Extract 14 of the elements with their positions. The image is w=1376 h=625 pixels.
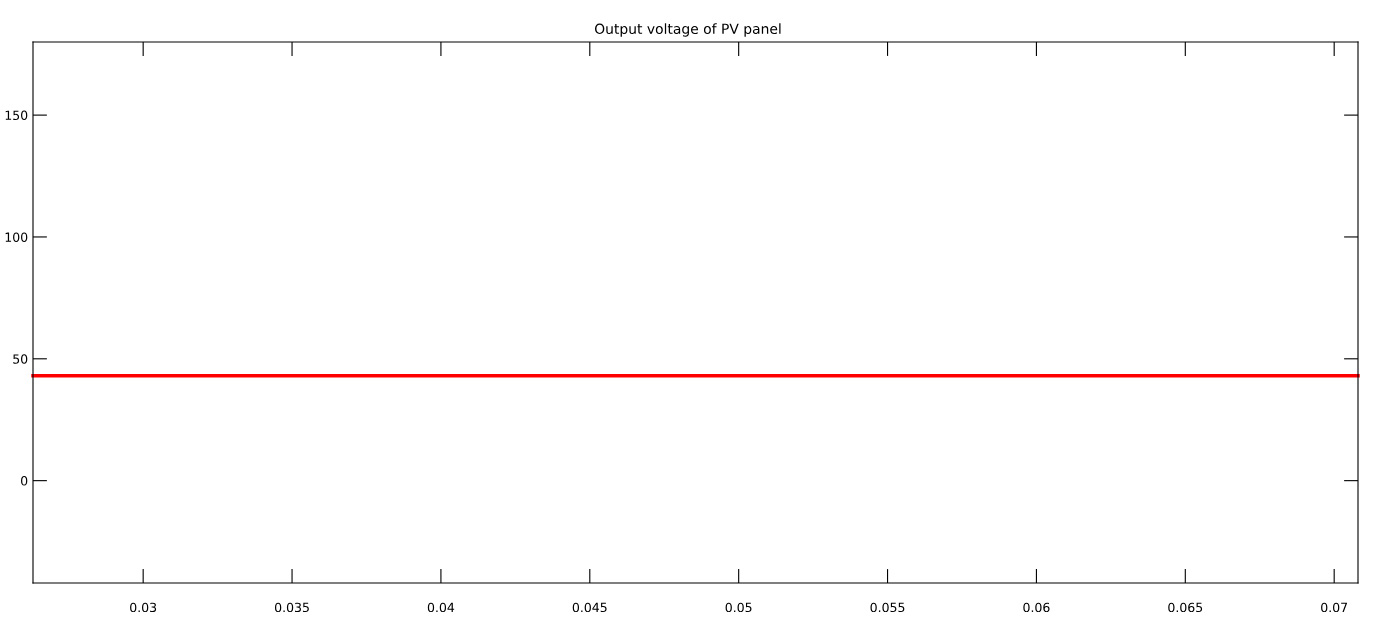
- y-tick-label: 0: [21, 476, 28, 486]
- x-tick-label: 0.045: [572, 602, 607, 613]
- x-tick-label: 0.055: [870, 602, 905, 613]
- chart-title: Output voltage of PV panel: [594, 23, 781, 37]
- x-tick-label: 0.05: [725, 602, 752, 613]
- x-tick-label: 0.03: [130, 602, 157, 613]
- y-tick-label: 50: [13, 354, 28, 364]
- x-tick-label: 0.04: [427, 602, 455, 613]
- x-tick-label: 0.035: [274, 602, 309, 613]
- x-tick-label: 0.065: [1168, 602, 1203, 613]
- x-tick-label: 0.07: [1321, 602, 1348, 613]
- x-tick-label: 0.06: [1023, 602, 1050, 613]
- y-tick-label: 100: [5, 232, 28, 242]
- y-tick-label: 150: [5, 110, 28, 121]
